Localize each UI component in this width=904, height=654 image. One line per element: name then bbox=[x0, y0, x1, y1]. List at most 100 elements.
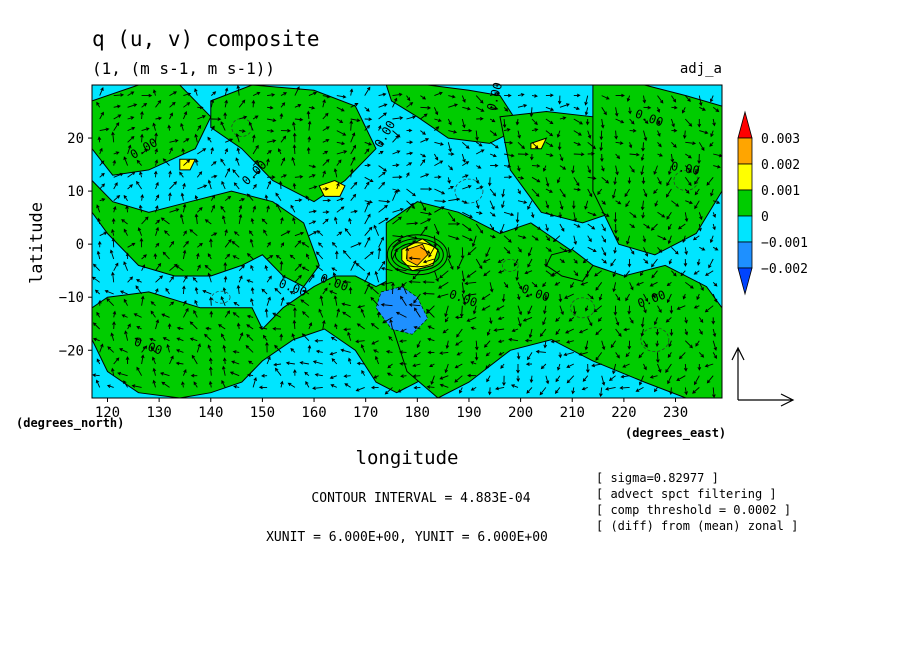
wind-arrow bbox=[447, 118, 452, 126]
wind-arrow bbox=[293, 307, 297, 318]
wind-arrow bbox=[136, 366, 142, 376]
colorbar-bottom-triangle bbox=[737, 267, 753, 296]
wind-arrow bbox=[685, 200, 693, 205]
wind-arrow bbox=[97, 240, 102, 248]
wind-arrow bbox=[586, 363, 590, 374]
wind-arrow bbox=[350, 156, 356, 166]
wind-arrow bbox=[559, 223, 565, 232]
wind-arrow bbox=[301, 242, 310, 248]
wind-arrow bbox=[517, 130, 521, 139]
wind-arrow bbox=[280, 230, 291, 237]
wind-arrow bbox=[657, 153, 663, 157]
wind-arrow bbox=[694, 200, 700, 210]
wind-arrow bbox=[568, 317, 575, 322]
wind-arrow bbox=[238, 275, 243, 283]
wind-arrow bbox=[183, 240, 189, 248]
wind-arrow bbox=[412, 270, 421, 280]
wind-arrow bbox=[99, 343, 104, 353]
wind-arrow bbox=[377, 247, 382, 260]
wind-arrow bbox=[113, 114, 122, 120]
wind-arrow bbox=[99, 172, 105, 178]
colorbar-swatch bbox=[737, 189, 753, 217]
wind-arrow bbox=[233, 182, 240, 190]
wind-arrow bbox=[167, 323, 172, 330]
wind-arrow bbox=[378, 217, 389, 225]
wind-arrow bbox=[668, 258, 673, 265]
wind-arrow bbox=[369, 286, 379, 295]
wind-arrow bbox=[573, 141, 582, 146]
wind-arrow bbox=[599, 387, 603, 398]
wind-arrow bbox=[289, 254, 296, 260]
wind-arrow bbox=[294, 231, 305, 237]
wind-arrow bbox=[582, 258, 588, 264]
wind-arrow bbox=[638, 375, 644, 386]
wind-arrow bbox=[651, 270, 658, 279]
wind-arrow bbox=[386, 372, 393, 377]
wind-arrow bbox=[615, 153, 621, 160]
wind-arrow bbox=[570, 282, 575, 289]
wind-arrow bbox=[587, 293, 594, 300]
wind-arrow bbox=[580, 281, 588, 286]
wind-arrow bbox=[272, 326, 282, 331]
wind-arrow bbox=[371, 340, 379, 345]
wind-arrow bbox=[197, 242, 203, 248]
wind-arrow bbox=[152, 379, 157, 388]
wind-arrow bbox=[544, 293, 548, 301]
wind-arrow bbox=[475, 177, 480, 185]
wind-arrow bbox=[224, 238, 232, 248]
positive-region bbox=[92, 85, 212, 176]
wind-arrow bbox=[712, 212, 716, 218]
wind-arrow bbox=[525, 293, 533, 298]
wind-arrow bbox=[305, 195, 310, 201]
wind-arrow bbox=[248, 230, 254, 236]
wind-arrow bbox=[162, 337, 170, 342]
wind-arrow bbox=[252, 91, 261, 97]
wind-arrow bbox=[348, 217, 352, 225]
wind-arrow bbox=[542, 317, 547, 326]
wind-arrow bbox=[559, 200, 564, 210]
wind-arrow bbox=[595, 282, 603, 291]
wind-arrow bbox=[571, 165, 575, 174]
wind-arrow bbox=[545, 177, 550, 188]
wind-arrow bbox=[127, 171, 136, 178]
wind-arrow bbox=[370, 323, 379, 330]
wind-arrow bbox=[640, 200, 645, 211]
wind-arrow bbox=[155, 275, 164, 283]
wind-arrow bbox=[408, 256, 421, 261]
wind-arrow bbox=[280, 102, 286, 108]
wind-arrow bbox=[524, 338, 533, 343]
wind-arrow bbox=[97, 217, 101, 225]
wind-arrow bbox=[336, 231, 343, 237]
wind-arrow bbox=[467, 246, 477, 256]
wind-arrow bbox=[447, 177, 451, 184]
wind-arrow bbox=[222, 357, 227, 365]
wind-arrow bbox=[696, 293, 700, 301]
wind-arrow bbox=[420, 226, 428, 236]
wind-arrow bbox=[485, 363, 491, 370]
wind-arrow bbox=[397, 387, 407, 393]
wind-arrow bbox=[149, 337, 156, 342]
wind-arrow bbox=[713, 200, 721, 204]
wind-arrow bbox=[656, 107, 661, 113]
wind-arrow bbox=[420, 106, 432, 110]
wind-arrow bbox=[489, 118, 496, 123]
colorbar-label: −0.002 bbox=[761, 262, 808, 277]
wind-arrow bbox=[194, 133, 198, 143]
wind-arrow bbox=[498, 270, 505, 274]
wind-arrow bbox=[693, 270, 700, 275]
wind-arrow bbox=[559, 116, 567, 120]
wind-arrow bbox=[666, 212, 672, 220]
wind-arrow bbox=[95, 379, 101, 388]
wind-arrow bbox=[364, 226, 373, 236]
wind-arrow bbox=[545, 130, 554, 137]
wind-arrow bbox=[571, 387, 575, 395]
wind-arrow bbox=[378, 181, 386, 190]
wind-arrow bbox=[141, 216, 149, 225]
wind-arrow bbox=[643, 340, 648, 348]
wind-arrow bbox=[420, 200, 427, 212]
wind-arrow bbox=[427, 337, 435, 342]
wind-arrow bbox=[350, 181, 358, 190]
wind-arrow bbox=[111, 131, 115, 143]
wind-arrow bbox=[322, 198, 332, 203]
wind-arrow bbox=[433, 270, 439, 282]
